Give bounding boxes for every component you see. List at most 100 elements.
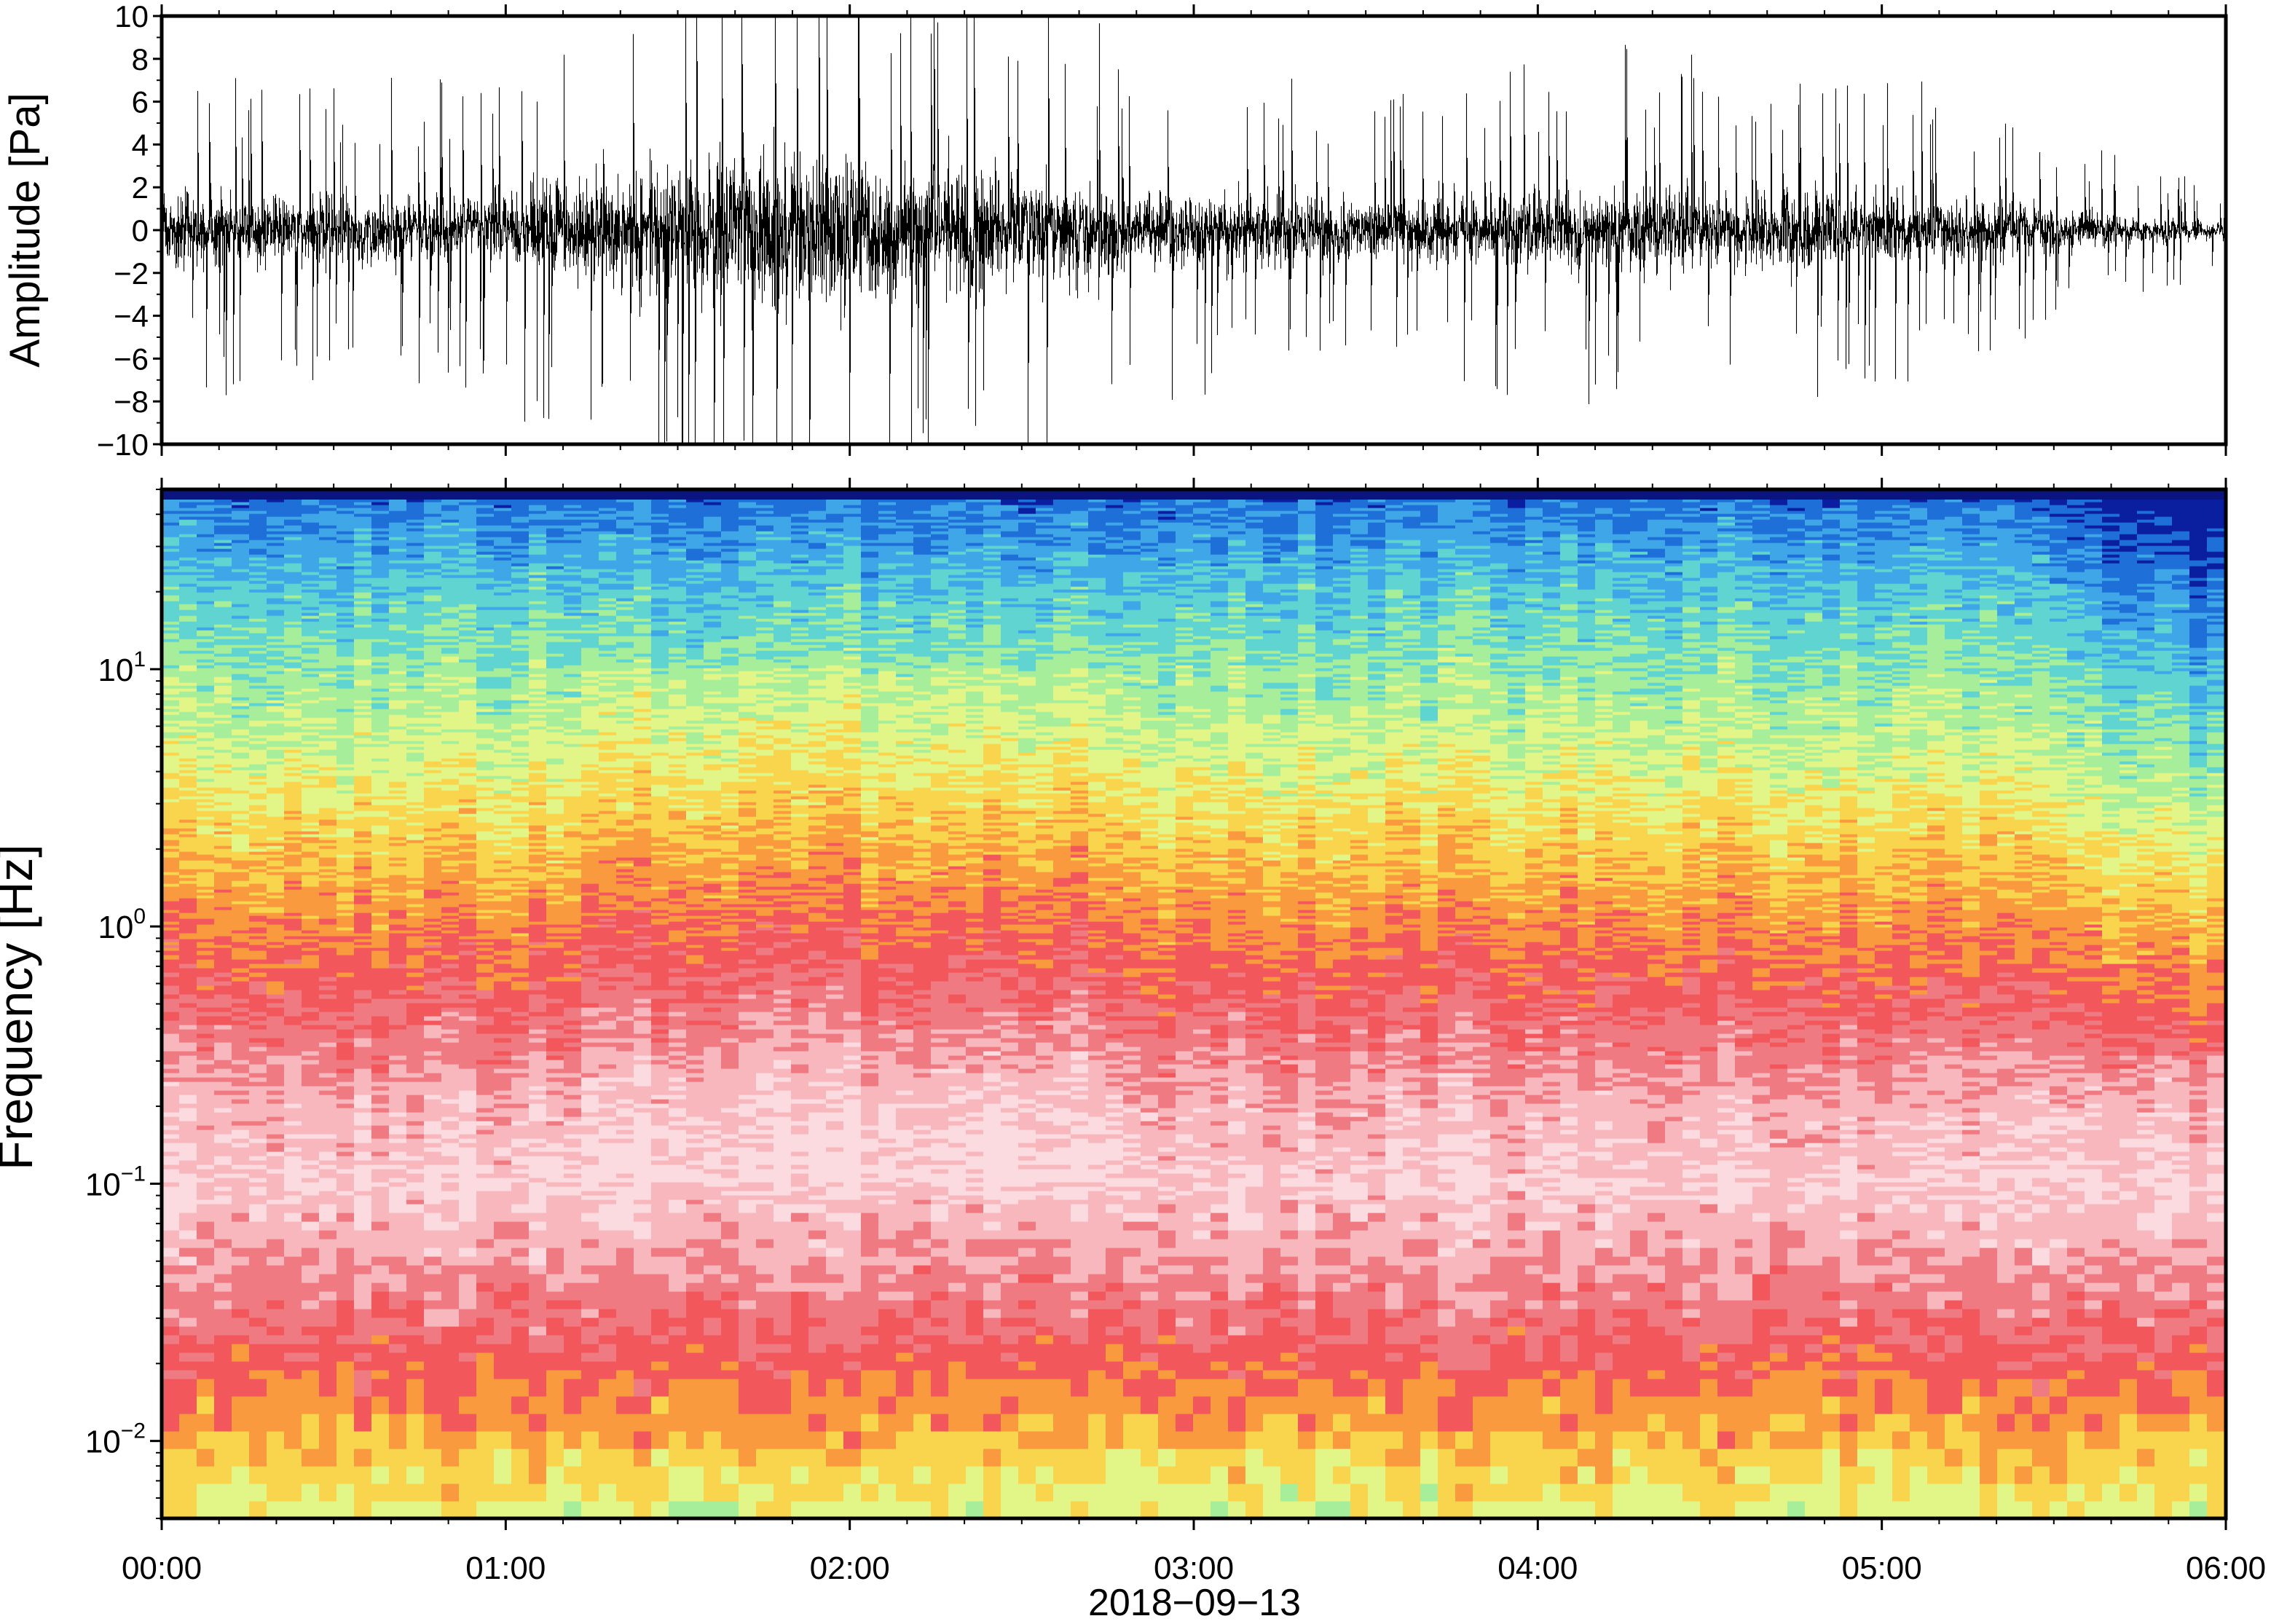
spectrogram-cell <box>354 720 372 724</box>
spectrogram-cell <box>284 898 302 902</box>
spectrogram-cell <box>424 1020 442 1025</box>
spectrogram-cell <box>214 636 232 639</box>
spectrogram-cell <box>302 511 320 514</box>
spectrogram-cell <box>267 857 285 861</box>
spectrogram-cell <box>162 1060 180 1065</box>
spectrogram-cell <box>371 723 390 727</box>
spectrogram-cell <box>179 566 197 569</box>
spectrogram-cell <box>389 563 407 567</box>
spectrogram-cell <box>406 1112 425 1117</box>
spectrogram-cell <box>319 557 337 561</box>
spectrogram-cell <box>441 857 460 861</box>
spectrogram-cell <box>371 1130 390 1135</box>
spectrogram-cell <box>441 936 460 939</box>
spectrogram-cell <box>389 1178 407 1183</box>
spectrogram-cell <box>162 694 180 698</box>
spectrogram-cell <box>232 586 250 590</box>
spectrogram-cell <box>406 755 425 759</box>
spectrogram-cell <box>214 592 232 596</box>
spectrogram-cell <box>476 615 495 619</box>
spectrogram-cell <box>162 787 180 791</box>
spectrogram-cell <box>214 985 232 990</box>
spectrogram-cell <box>389 796 407 800</box>
waveform-y-tick-label: −2 <box>114 256 149 291</box>
spectrogram-cell <box>424 1173 442 1178</box>
spectrogram-cell <box>197 770 215 773</box>
spectrogram-cell <box>389 854 407 858</box>
spectrogram-cell <box>284 633 302 636</box>
spectrogram-cell <box>197 578 215 581</box>
spectrogram-cell <box>459 955 477 960</box>
spectrogram-cell <box>476 1182 495 1187</box>
spectrogram-cell <box>424 796 442 800</box>
spectrogram-cell <box>389 901 407 904</box>
spectrogram-cell <box>424 586 442 590</box>
spectrogram-cell <box>424 939 442 942</box>
spectrogram-cell <box>389 773 407 776</box>
spectrogram-cell <box>162 898 180 902</box>
spectrogram-cell <box>197 947 215 951</box>
spectrogram-cell <box>441 1086 460 1091</box>
spectrogram-cell <box>232 822 250 826</box>
spectrogram-cell <box>214 1038 232 1043</box>
spectrogram-cell <box>319 924 337 928</box>
spectrogram-cell <box>441 819 460 823</box>
spectrogram-cell <box>302 963 320 969</box>
spectrogram-cell <box>319 659 337 663</box>
spectrogram-cell <box>197 645 215 648</box>
spectrogram-cell <box>354 752 372 756</box>
spectrogram-cell <box>354 811 372 814</box>
spectrogram-cell <box>424 857 442 861</box>
spectrogram-cell <box>319 840 337 843</box>
spectrogram-cell <box>336 691 355 695</box>
spectrogram-cell <box>459 825 477 829</box>
spectrogram-cell <box>197 749 215 753</box>
spectrogram-cell <box>476 712 495 715</box>
spectrogram-cell <box>459 1483 477 1502</box>
spectrogram-cell <box>389 1130 407 1135</box>
spectrogram-cell <box>284 866 302 870</box>
spectrogram-cell <box>214 895 232 899</box>
spectrogram-cell <box>406 1068 425 1073</box>
spectrogram-cell <box>232 540 250 543</box>
spectrogram-cell <box>354 647 372 651</box>
spectrogram-cell <box>494 691 512 695</box>
spectrogram-cell <box>232 1064 250 1069</box>
spectrogram-cell <box>406 1143 425 1148</box>
spectrogram-cell <box>476 1199 495 1205</box>
spectrogram-cell <box>371 1099 390 1104</box>
spectrogram-cell <box>302 1239 320 1248</box>
spectrogram-cell <box>441 790 460 794</box>
spectrogram-cell <box>197 1046 215 1052</box>
spectrogram-cell <box>476 898 495 902</box>
spectrogram-cell <box>371 1396 390 1414</box>
spectrogram-cell <box>371 522 390 526</box>
spectrogram-cell <box>302 647 320 651</box>
spectrogram-cell <box>459 773 477 776</box>
spectrogram-cell <box>162 1239 180 1248</box>
spectrogram-cell <box>232 1483 250 1502</box>
spectrogram-cell <box>179 843 197 846</box>
spectrogram-cell <box>494 851 512 855</box>
spectrogram-cell <box>371 959 390 964</box>
spectrogram-cell <box>459 770 477 773</box>
spectrogram-cell <box>162 866 180 870</box>
spectrogram-cell <box>459 1230 477 1239</box>
spectrogram-cell <box>162 880 180 884</box>
spectrogram-cell <box>441 691 460 695</box>
spectrogram-cell <box>424 572 442 575</box>
spectrogram-cell <box>319 516 337 520</box>
spectrogram-cell <box>371 1029 390 1034</box>
spectrogram-cell <box>336 898 355 902</box>
spectrogram-cell <box>232 656 250 660</box>
spectrogram-cell <box>494 633 512 636</box>
spectrogram-cell <box>162 624 180 628</box>
spectrogram-cell <box>371 921 390 925</box>
spectrogram-cell <box>371 1335 390 1344</box>
spectrogram-cell <box>319 857 337 861</box>
spectrogram-cell <box>302 656 320 660</box>
spectrogram-cell <box>162 537 180 540</box>
spectrogram-cell <box>354 1230 372 1239</box>
spectrogram-cell <box>267 548 285 552</box>
spectrogram-cell <box>371 947 390 951</box>
